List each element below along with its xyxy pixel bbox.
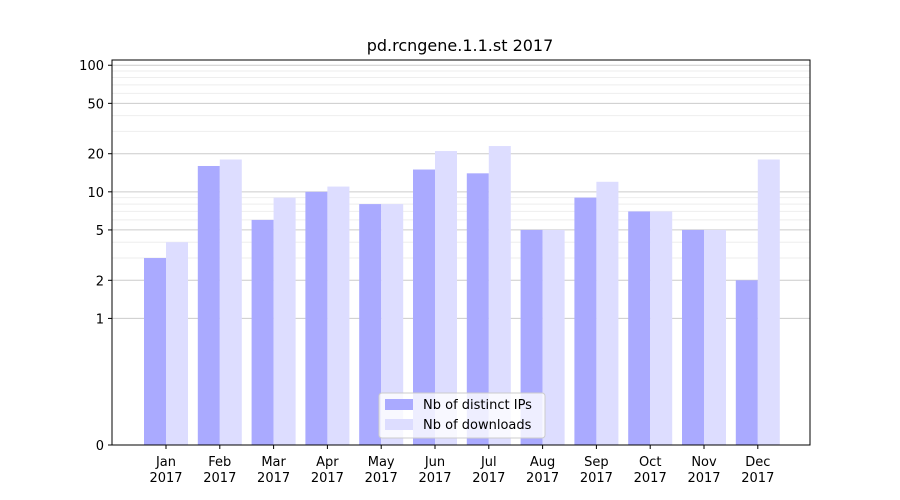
bar-downloads: [381, 204, 404, 445]
bar-distinct-ips: [520, 229, 543, 445]
legend-box: [378, 392, 546, 439]
x-tick-label-month: Oct: [639, 455, 661, 470]
bar-downloads: [704, 229, 726, 445]
bar-distinct-ips: [359, 204, 382, 445]
x-tick-label-year: 2017: [580, 471, 613, 486]
y-tick-label: 5: [96, 224, 104, 239]
x-tick-label-year: 2017: [526, 471, 559, 486]
bar-downloads: [757, 159, 780, 445]
x-tick-label-month: Jun: [424, 455, 445, 470]
y-tick-label: 100: [79, 59, 104, 74]
bar-downloads: [435, 151, 457, 445]
bar-downloads: [166, 242, 188, 445]
bars: [144, 146, 780, 446]
x-tick-label-month: Nov: [691, 455, 717, 470]
bar-distinct-ips: [682, 229, 704, 445]
x-tick-label-year: 2017: [741, 471, 774, 486]
x-tick-label-year: 2017: [634, 471, 667, 486]
x-tick-label-month: Dec: [745, 455, 770, 470]
x-tick-label-year: 2017: [365, 471, 398, 486]
y-tick-label: 50: [87, 97, 104, 112]
chart-title: pd.rcngene.1.1.st 2017: [367, 36, 554, 55]
x-tick-label-month: May: [368, 455, 395, 470]
bar-downloads: [327, 186, 350, 446]
x-tick-label-year: 2017: [311, 471, 344, 486]
legend-swatch: [385, 399, 413, 410]
bar-distinct-ips: [251, 219, 274, 445]
bar-downloads: [650, 211, 673, 445]
bar-distinct-ips: [735, 280, 758, 445]
y-axis: 0 1 2 5 10 20 50 100: [79, 59, 112, 454]
y-tick-label: 10: [87, 186, 104, 201]
bar-downloads: [273, 197, 296, 445]
bar-downloads: [219, 159, 242, 445]
bar-distinct-ips: [413, 169, 435, 445]
y-tick-label: 2: [96, 274, 104, 289]
bar-distinct-ips: [144, 258, 166, 445]
x-tick-label-year: 2017: [203, 471, 236, 486]
legend-label: Nb of distinct IPs: [423, 398, 532, 413]
legend-label: Nb of downloads: [423, 418, 532, 433]
x-tick-label-year: 2017: [257, 471, 290, 486]
x-tick-label-year: 2017: [149, 471, 182, 486]
x-tick-label-month: Feb: [208, 455, 231, 470]
x-tick-label-month: Apr: [316, 455, 339, 470]
bar-downloads: [488, 146, 511, 445]
legend-swatch: [385, 419, 413, 430]
legend: Nb of distinct IPs Nb of downloads: [378, 392, 546, 439]
bar-distinct-ips: [628, 211, 651, 445]
x-tick-label-month: Mar: [261, 455, 286, 470]
bar-distinct-ips: [305, 191, 328, 445]
bar-distinct-ips: [466, 173, 489, 445]
bar-downloads: [596, 181, 619, 445]
x-tick-label-year: 2017: [687, 471, 720, 486]
x-tick-label-month: Aug: [530, 455, 555, 470]
y-tick-label: 20: [87, 148, 104, 163]
bar-distinct-ips: [197, 165, 220, 446]
y-tick-label: 1: [96, 312, 104, 327]
x-tick-label-month: Sep: [584, 455, 609, 470]
plot-frame: [111, 59, 811, 446]
bar-distinct-ips: [574, 197, 597, 445]
bar-downloads: [542, 229, 565, 445]
x-tick-label-month: Jan: [155, 455, 176, 470]
y-tick-label: 0: [96, 439, 104, 454]
x-tick-label-month: Jul: [480, 455, 497, 470]
x-tick-label-year: 2017: [472, 471, 505, 486]
x-tick-label-year: 2017: [418, 471, 451, 486]
x-axis: Jan2017Feb2017Mar2017Apr2017May2017Jun20…: [149, 445, 774, 486]
